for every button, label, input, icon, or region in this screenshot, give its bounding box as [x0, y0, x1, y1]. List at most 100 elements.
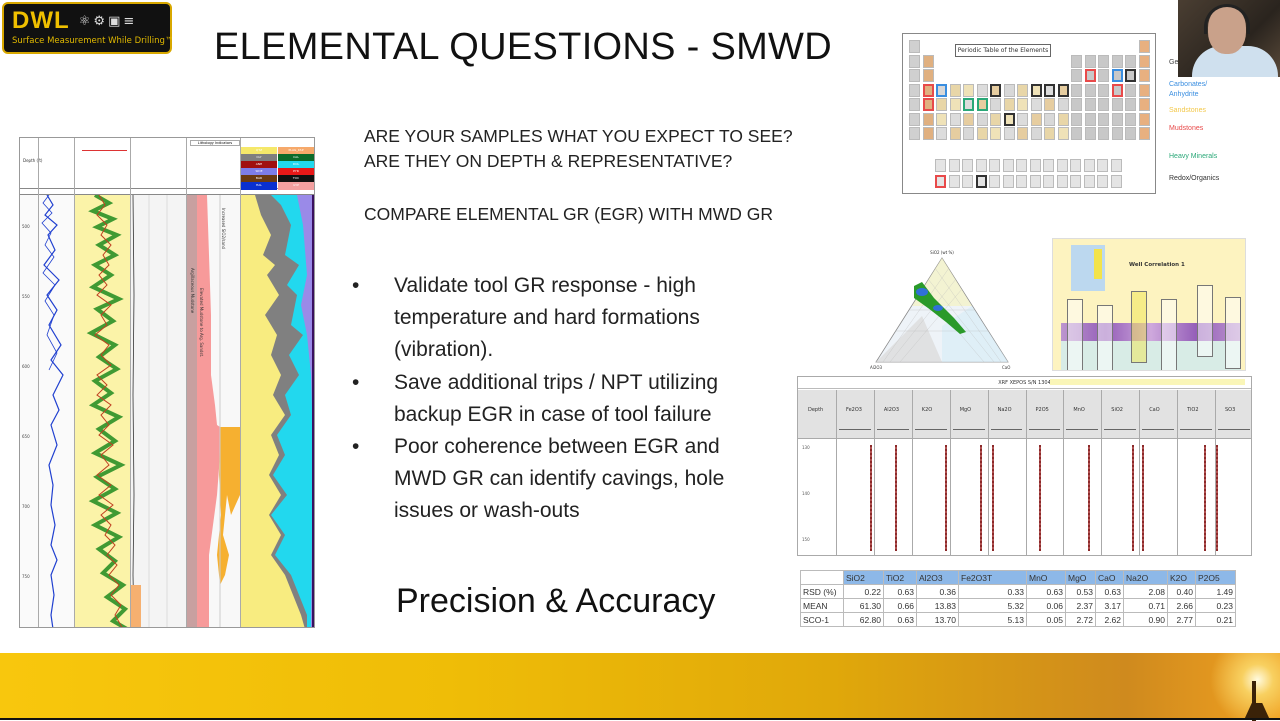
footer-banner — [0, 653, 1280, 721]
element-cell — [1043, 175, 1054, 188]
element-cell — [1084, 54, 1096, 68]
question-2: ARE THEY ON DEPTH & REPRESENTATIVE? — [364, 151, 733, 171]
element-cell — [1138, 54, 1150, 68]
bullet-item: • Save additional trips / NPT utilizing … — [352, 367, 772, 431]
xrf-column — [1101, 390, 1139, 556]
bullet-dot: • — [352, 435, 360, 459]
element-cell — [1111, 54, 1123, 68]
table-cell: 0.40 — [1167, 584, 1196, 599]
table-cell: 0.33 — [958, 584, 1027, 599]
table-header-cell: CaO — [1095, 570, 1124, 585]
table-header-cell: MgO — [1065, 570, 1096, 585]
xrf-data-series — [991, 445, 994, 551]
depth-tick: 700 — [22, 504, 30, 509]
legend-swatch: CAL — [278, 154, 314, 162]
question-1: ARE YOUR SAMPLES WHAT YOU EXPECT TO SEE? — [364, 126, 793, 146]
element-cell — [936, 127, 947, 140]
table-cell: 0.23 — [1195, 598, 1236, 613]
element-cell — [1098, 112, 1109, 126]
precision-table-header: SiO2 TiO2 Al2O3 Fe2O3T MnO MgO CaO Na2O K2O P2O5 — [800, 570, 1236, 585]
gamma-curve — [86, 195, 129, 627]
element-cell — [909, 69, 920, 82]
element-cell — [1098, 83, 1109, 97]
element-cell — [1111, 98, 1123, 111]
element-cell — [990, 98, 1001, 111]
element-cell — [1057, 83, 1069, 97]
table-cell: 3.17 — [1095, 598, 1124, 613]
element-cell — [1125, 83, 1136, 97]
xrf-column-label: K2O — [921, 407, 933, 413]
element-cell — [1138, 127, 1150, 140]
element-cell — [1057, 112, 1069, 126]
element-cell — [936, 112, 947, 126]
legend-swatch: PLAG_KSP — [278, 147, 314, 155]
element-cell — [1097, 175, 1108, 188]
element-cell — [1125, 112, 1136, 126]
element-cell — [1084, 83, 1096, 97]
legend-swatch: PYR — [278, 168, 314, 176]
logo-icons: ⚛⚙▣≡ — [79, 14, 138, 29]
element-cell — [1125, 98, 1136, 111]
row-label: MEAN — [800, 598, 844, 613]
xrf-column-label: Fe2O3 — [846, 407, 862, 413]
element-cell — [909, 127, 920, 140]
col-divider — [38, 138, 39, 627]
element-cell — [963, 98, 974, 111]
element-cell — [962, 175, 973, 188]
robot-icon: ⚙ — [93, 13, 109, 29]
table-header-cell: Al2O3 — [916, 570, 959, 585]
element-cell — [990, 127, 1001, 140]
bullet-dot: • — [352, 370, 360, 394]
table-cell: 0.53 — [1065, 584, 1096, 599]
well-log — [1197, 285, 1213, 357]
atom-icon: ⚛ — [78, 13, 94, 29]
presenter-webcam[interactable] — [1178, 0, 1280, 77]
element-cell — [1003, 127, 1015, 140]
element-cell — [1056, 175, 1068, 188]
element-cell — [963, 127, 974, 140]
element-cell — [949, 83, 961, 97]
element-cell — [909, 98, 920, 111]
element-cell — [1084, 112, 1096, 126]
element-cell — [1029, 175, 1041, 188]
xrf-scale-line — [1142, 429, 1175, 431]
table-header-cell: K2O — [1167, 570, 1196, 585]
table-cell: 0.05 — [1026, 612, 1066, 627]
bullet-item: • Poor coherence between EGR and MWD GR … — [352, 431, 772, 528]
element-cell — [1098, 127, 1109, 140]
lithology-indicator-track — [187, 195, 240, 627]
element-cell — [909, 83, 920, 97]
table-header-cell: Na2O — [1123, 570, 1168, 585]
table-cell: 0.06 — [1026, 598, 1066, 613]
table-cell: 2.62 — [1095, 612, 1124, 627]
wifi-icon: ≡ — [123, 13, 138, 29]
legend-entry: Mudstones — [1169, 125, 1204, 132]
table-header-cell — [800, 570, 844, 585]
col-divider — [74, 138, 75, 627]
log-annotation: Increased SiO2/sand — [221, 208, 226, 250]
element-cell — [1138, 112, 1150, 126]
element-cell — [935, 175, 946, 188]
element-cell — [1125, 127, 1136, 140]
log-header: Depth (ft) Lithology Indicators QTZ PLAG_… — [20, 138, 314, 195]
xrf-scale-line — [1028, 429, 1061, 431]
well-log — [1161, 299, 1177, 370]
xrf-header — [798, 390, 1251, 439]
xrf-column-label: TiO2 — [1187, 407, 1199, 413]
element-cell — [1098, 98, 1109, 111]
element-cell — [949, 127, 961, 140]
element-cell — [989, 175, 1000, 188]
element-cell — [989, 159, 1000, 172]
headphones — [1204, 4, 1250, 34]
legend-entry: Sandstones — [1169, 107, 1206, 114]
element-cell — [1111, 127, 1123, 140]
xrf-column — [1139, 390, 1177, 556]
lithology-header: Lithology Indicators — [190, 140, 240, 146]
xrf-depth-tick: 130 — [802, 445, 810, 450]
legend-entry: Carbonates/ Anhydrite — [1169, 81, 1208, 98]
depth-tick: 600 — [22, 364, 30, 369]
ternary-left-label: Al2O3 — [870, 365, 883, 370]
bullet-list: • Validate tool GR response - high tempe… — [352, 270, 772, 528]
element-cell — [922, 127, 934, 140]
